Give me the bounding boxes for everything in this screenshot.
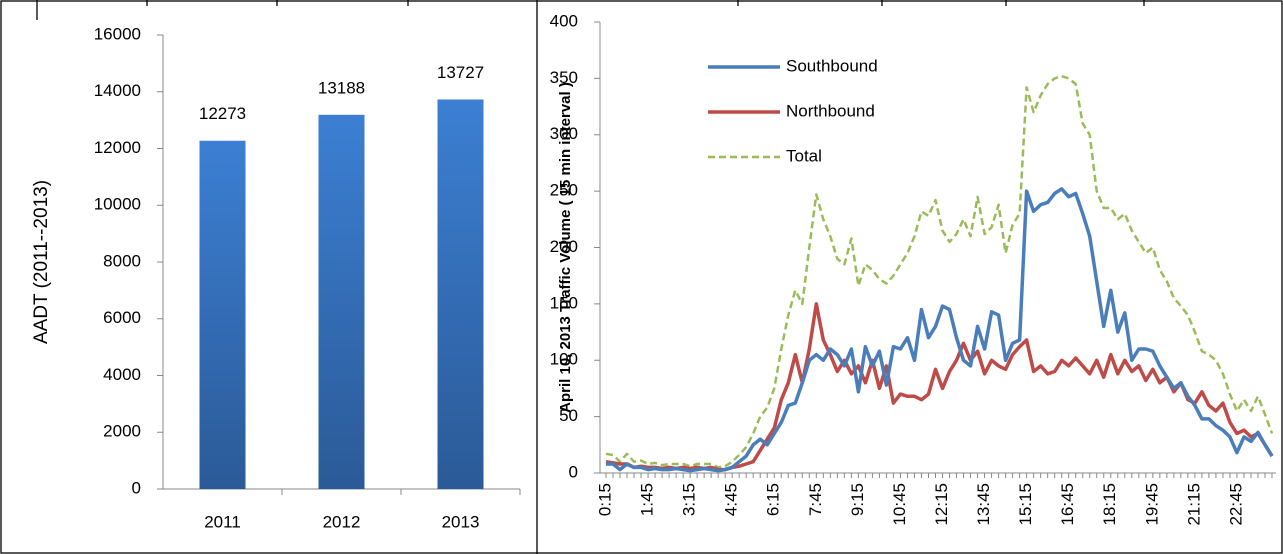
y-tick-label: 50 <box>559 406 578 425</box>
series-line <box>605 74 1274 469</box>
y-tick-label: 16000 <box>94 24 141 43</box>
x-tick-label: 21:15 <box>1184 483 1203 526</box>
x-tick-label: 22:45 <box>1226 483 1245 526</box>
x-tick-label: 2012 <box>323 512 361 531</box>
y-tick-label: 0 <box>569 462 578 481</box>
x-tick-label: 6:15 <box>764 483 783 516</box>
y-axis-title: AADT (2011--2013) <box>31 180 52 344</box>
y-tick-label: 4000 <box>103 365 141 384</box>
x-tick-label: 12:15 <box>932 483 951 526</box>
data-label: 12273 <box>199 104 246 123</box>
y-tick-label: 12000 <box>94 138 141 157</box>
y-tick-label: 10000 <box>94 195 141 214</box>
y-axis-title: April 10, 2013 Traffic Volume ( 15 min i… <box>557 82 574 413</box>
y-tick-label: 6000 <box>103 308 141 327</box>
y-tick-label: 14000 <box>94 81 141 100</box>
x-tick-label: 16:45 <box>1058 483 1077 526</box>
y-tick-label: 250 <box>550 181 578 200</box>
x-tick-label: 15:15 <box>1016 483 1035 526</box>
x-tick-label: 2013 <box>442 512 480 531</box>
data-label: 13727 <box>437 63 484 82</box>
bar <box>318 114 365 489</box>
bar <box>199 140 246 489</box>
legend-label: Southbound <box>786 56 878 75</box>
y-tick-label: 0 <box>132 478 141 497</box>
data-label: 13188 <box>318 78 365 97</box>
x-tick-label: 3:15 <box>680 483 699 516</box>
x-tick-label: 19:45 <box>1142 483 1161 526</box>
x-tick-label: 7:45 <box>806 483 825 516</box>
legend-label: Northbound <box>786 101 875 120</box>
legend-label: Total <box>786 146 822 165</box>
y-tick-label: 350 <box>550 68 578 87</box>
x-tick-label: 13:45 <box>974 483 993 526</box>
x-tick-label: 2011 <box>204 512 241 531</box>
series-line <box>606 187 1274 473</box>
x-tick-label: 18:15 <box>1100 483 1119 526</box>
x-tick-label: 10:45 <box>890 483 909 526</box>
x-tick-label: 1:45 <box>638 483 657 516</box>
y-tick-label: 200 <box>550 237 578 256</box>
y-tick-label: 2000 <box>103 422 141 441</box>
y-tick-label: 150 <box>550 293 578 312</box>
y-tick-label: 8000 <box>103 251 141 270</box>
y-tick-label: 100 <box>550 350 578 369</box>
x-tick-label: 0:15 <box>595 483 614 516</box>
y-tick-label: 300 <box>550 124 578 143</box>
x-tick-label: 4:45 <box>722 483 741 516</box>
x-tick-label: 9:15 <box>848 483 867 516</box>
bar <box>437 99 484 490</box>
y-tick-label: 400 <box>550 11 578 30</box>
